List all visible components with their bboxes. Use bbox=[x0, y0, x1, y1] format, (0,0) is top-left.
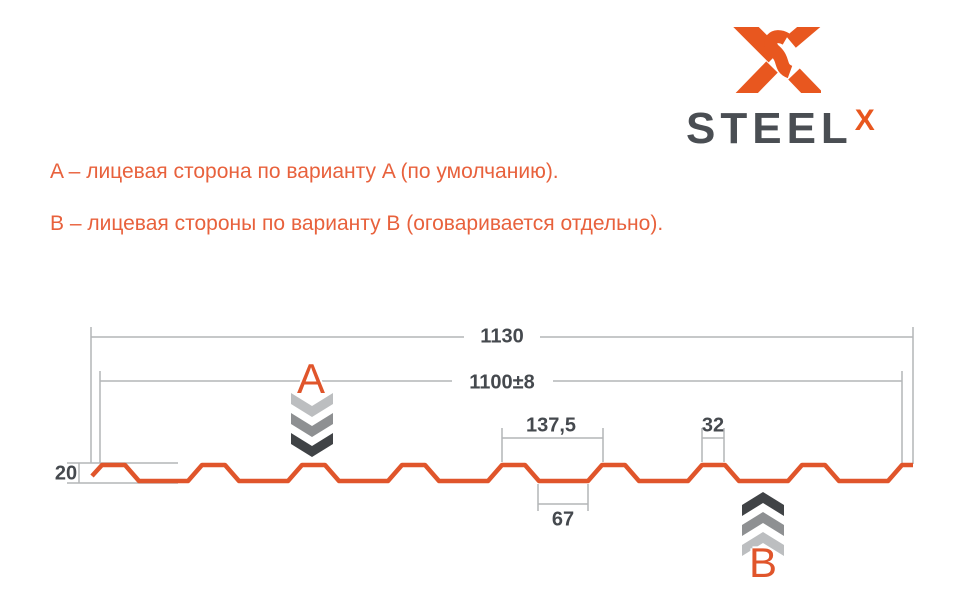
dim-working-width bbox=[99, 371, 903, 464]
dim-valley-width-label: 67 bbox=[551, 508, 575, 531]
dim-rib-pitch-label: 137,5 bbox=[525, 414, 577, 437]
dim-rib-pitch bbox=[501, 428, 604, 462]
brand-wordmark: STEELX bbox=[686, 104, 875, 154]
dim-rib-top-width-label: 32 bbox=[701, 414, 725, 437]
note-line-a: A – лицевая сторона по варианту A (по ум… bbox=[50, 160, 559, 183]
dim-working-width-label: 1100±8 bbox=[466, 371, 538, 395]
chevron-up-icon bbox=[742, 492, 784, 516]
dim-profile-height-label: 20 bbox=[54, 462, 78, 485]
marker-a-label: A bbox=[296, 355, 326, 402]
dim-overall-width-label: 1130 bbox=[477, 325, 527, 349]
chevron-down-icon bbox=[291, 433, 333, 457]
dim-rib-top-width bbox=[701, 428, 725, 462]
chevron-down-icon bbox=[291, 413, 333, 437]
marker-a-chevrons bbox=[291, 393, 333, 457]
chevron-up-icon bbox=[742, 512, 784, 536]
marker-b-chevrons bbox=[742, 492, 784, 556]
logo-stroke-bottom-right bbox=[788, 68, 821, 93]
logo-s-curve bbox=[764, 30, 793, 79]
marker-b-label: B bbox=[748, 539, 778, 586]
chevron-up-icon bbox=[742, 532, 784, 556]
logo-stroke-bottom-left bbox=[735, 61, 778, 93]
chevron-down-icon bbox=[291, 393, 333, 417]
brand-name: STEEL bbox=[686, 104, 853, 153]
note-line-b: B – лицевая стороны по варианту B (огова… bbox=[50, 212, 664, 235]
profile-diagram bbox=[67, 327, 914, 556]
brand-suffix: X bbox=[854, 104, 875, 137]
sheet-profile-outline bbox=[90, 462, 913, 484]
logo-stroke-top-right bbox=[786, 27, 821, 48]
dim-valley-width bbox=[537, 484, 589, 511]
brand-logo-icon bbox=[733, 27, 821, 93]
dim-overall-width bbox=[90, 327, 914, 464]
